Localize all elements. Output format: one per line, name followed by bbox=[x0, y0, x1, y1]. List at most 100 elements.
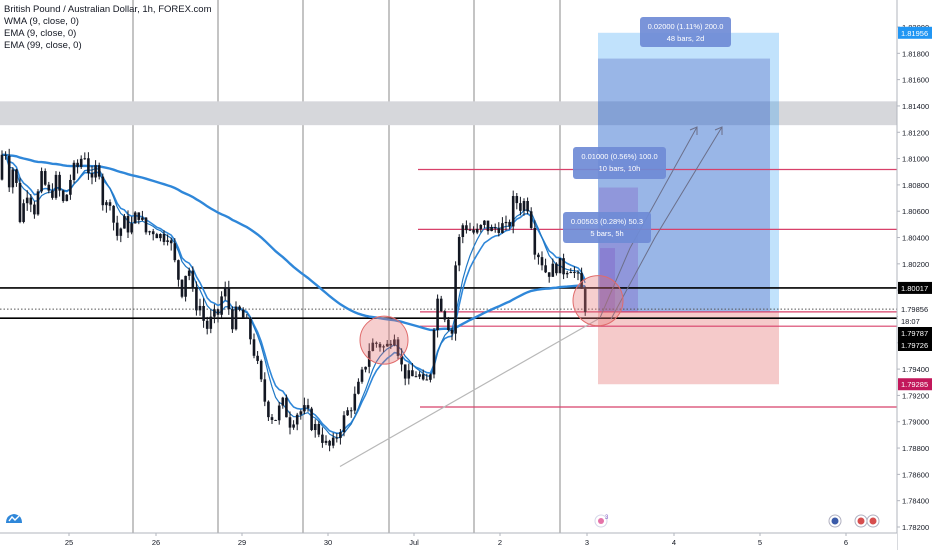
indicator-wma[interactable]: WMA (9, close, 0) bbox=[4, 16, 79, 27]
candle-body-90 bbox=[324, 440, 328, 443]
price-label-bg-4 bbox=[898, 327, 932, 339]
candle-body-161 bbox=[580, 273, 583, 289]
candle-body-0 bbox=[0, 154, 4, 180]
projection-arrow-2 bbox=[610, 126, 723, 320]
stop-loss-zone[interactable] bbox=[598, 312, 779, 385]
measure-value-1: 0.00503 (0.28%) 50.3 bbox=[571, 217, 643, 226]
symbol-title[interactable]: British Pound / Australian Dollar, 1h, F… bbox=[4, 4, 212, 15]
news-badge-dot-icon bbox=[598, 518, 604, 524]
candle-body-34 bbox=[123, 216, 126, 229]
projection-arrowhead-1 bbox=[689, 126, 698, 135]
ema-9-line bbox=[1, 154, 586, 435]
price-range-measures[interactable]: 0.01000 (0.56%) 100.0 10 bars, 10h 0.00503… bbox=[563, 17, 731, 243]
candle-body-12 bbox=[43, 171, 47, 185]
measure-box-2[interactable] bbox=[640, 17, 731, 47]
candle-body-121 bbox=[436, 298, 439, 331]
long-position-tool[interactable] bbox=[598, 32, 779, 385]
price-tick-16: 1.78800 bbox=[902, 444, 929, 453]
candle-body-60 bbox=[216, 309, 220, 315]
candle-body-92 bbox=[331, 437, 335, 446]
price-label-2: 1.79856 bbox=[901, 305, 928, 314]
candle-body-57 bbox=[205, 320, 209, 329]
candle-body-79 bbox=[285, 397, 288, 418]
candle-body-143 bbox=[515, 196, 519, 204]
candle-body-127 bbox=[457, 237, 461, 266]
indicator-ema-9[interactable]: EMA (9, close, 0) bbox=[4, 28, 77, 39]
candle-body-130 bbox=[468, 229, 472, 231]
candle-body-126 bbox=[454, 265, 457, 334]
candle-body-144 bbox=[519, 203, 522, 211]
candle-body-80 bbox=[288, 417, 292, 428]
event-badges[interactable]: 3 bbox=[594, 514, 880, 528]
candle-body-99 bbox=[357, 381, 360, 394]
candle-body-75 bbox=[270, 417, 274, 420]
candle-body-37 bbox=[133, 212, 137, 224]
price-tick-19: 1.78200 bbox=[902, 523, 929, 532]
candles bbox=[0, 148, 587, 452]
candle-body-91 bbox=[328, 440, 331, 446]
candle-body-26 bbox=[94, 165, 97, 178]
candle-body-101 bbox=[364, 366, 367, 370]
price-tick-9: 1.80200 bbox=[902, 260, 929, 269]
candle-body-98 bbox=[353, 393, 357, 411]
wma-9-line bbox=[1, 154, 586, 439]
time-tick-0: 25 bbox=[65, 538, 73, 547]
candle-body-33 bbox=[119, 228, 123, 236]
candle-body-131 bbox=[472, 229, 475, 233]
chart-legend: British Pound / Australian Dollar, 1h, F… bbox=[4, 4, 212, 52]
highlight-circle-left bbox=[359, 315, 409, 365]
candle-body-86 bbox=[310, 408, 313, 431]
price-label-3: 18:07 bbox=[901, 317, 920, 326]
measure-duration-1: 5 bars, 5h bbox=[590, 229, 623, 238]
candle-body-159 bbox=[573, 272, 576, 274]
candle-body-105 bbox=[378, 343, 382, 348]
price-axis[interactable]: 1.820001.818001.816001.814001.812001.810… bbox=[896, 0, 932, 550]
measure-value-0: 0.01000 (0.56%) 100.0 bbox=[581, 152, 657, 161]
time-tick-7: 4 bbox=[672, 538, 676, 547]
candle-body-156 bbox=[562, 258, 565, 275]
candle-body-112 bbox=[403, 364, 407, 379]
indicator-ema-99[interactable]: EMA (99, close, 0) bbox=[4, 40, 82, 51]
measure-box-1[interactable] bbox=[563, 212, 651, 243]
measure-box-0[interactable] bbox=[573, 147, 666, 179]
candle-body-142 bbox=[511, 196, 515, 227]
candle-body-67 bbox=[241, 309, 245, 319]
candle-body-28 bbox=[101, 176, 105, 206]
price-tick-8: 1.80400 bbox=[902, 234, 929, 243]
candle-body-63 bbox=[227, 287, 231, 310]
candle-body-87 bbox=[313, 423, 317, 431]
candle-body-20 bbox=[72, 162, 76, 180]
price-tick-2: 1.81600 bbox=[902, 76, 929, 85]
price-tick-4: 1.81200 bbox=[902, 128, 929, 137]
candle-body-36 bbox=[130, 223, 133, 233]
candle-body-100 bbox=[360, 369, 364, 382]
tradingview-logo-icon[interactable] bbox=[5, 511, 23, 525]
ascending-trendline bbox=[339, 318, 599, 467]
candle-body-32 bbox=[115, 222, 119, 236]
candle-body-124 bbox=[447, 319, 450, 331]
candle-body-140 bbox=[504, 221, 508, 224]
candle-body-122 bbox=[439, 298, 443, 312]
candle-body-70 bbox=[252, 339, 256, 356]
candle-body-24 bbox=[87, 158, 90, 174]
time-tick-4: Jul bbox=[409, 538, 419, 547]
candle-body-49 bbox=[177, 260, 180, 280]
candle-body-96 bbox=[346, 410, 349, 416]
candle-body-104 bbox=[375, 342, 378, 344]
candle-body-25 bbox=[90, 173, 94, 178]
ema-99-line bbox=[2, 153, 586, 332]
time-axis[interactable]: 25 26 29 30 Jul 2 3 4 5 6 bbox=[0, 532, 897, 550]
price-label-0: 1.81956 bbox=[901, 29, 928, 38]
candle-body-58 bbox=[209, 316, 213, 329]
candle-body-56 bbox=[202, 305, 205, 321]
candle-body-62 bbox=[223, 287, 227, 297]
candle-body-74 bbox=[267, 401, 270, 418]
candle-body-137 bbox=[493, 227, 497, 229]
candle-body-51 bbox=[184, 275, 187, 297]
candle-body-50 bbox=[180, 279, 184, 297]
price-label-6: 1.79285 bbox=[901, 380, 928, 389]
candle-body-1 bbox=[4, 154, 7, 156]
time-tick-6: 3 bbox=[585, 538, 589, 547]
